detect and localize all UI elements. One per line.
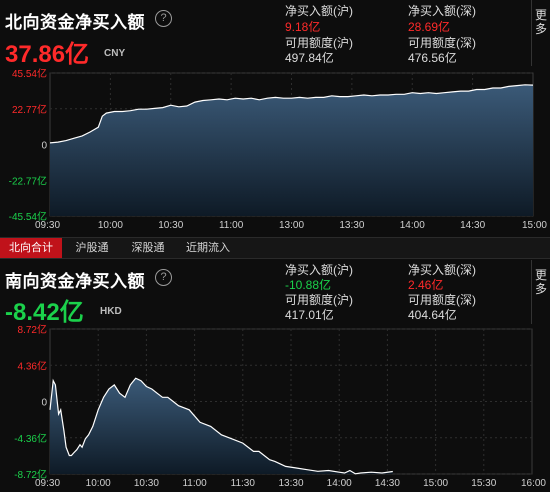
south-sh-quota-label: 可用额度(沪): [285, 293, 353, 307]
north-panel: 北向资金净买入额 ? 37.86亿 CNY 净买入额(沪) 9.18亿 可用额度…: [0, 0, 550, 237]
north-sz-buy-value: 28.69亿: [408, 20, 451, 34]
tab-north-total[interactable]: 北向合计: [0, 238, 62, 258]
x-tick-label: 14:00: [327, 478, 352, 489]
help-icon[interactable]: ?: [155, 10, 172, 27]
south-sz-buy-value: 2.46亿: [408, 278, 444, 292]
series-line: [49, 377, 393, 475]
x-tick-label: 11:00: [182, 478, 207, 489]
north-sh-quota-label: 可用额度(沪): [285, 36, 353, 50]
north-sz-buy-label: 净买入额(深): [408, 4, 476, 18]
south-title: 南向资金净买入额: [5, 272, 145, 291]
south-sh-buy-label: 净买入额(沪): [285, 263, 353, 277]
y-tick-label: -22.77亿: [9, 174, 47, 187]
market-tabs: 北向合计 沪股通 深股通 近期流入: [0, 237, 550, 259]
tab-recent-inflow[interactable]: 近期流入: [186, 242, 230, 254]
x-tick-label: 16:00: [521, 478, 546, 489]
north-sz-quota-value: 476.56亿: [408, 51, 457, 65]
series-area: [50, 378, 393, 474]
x-tick-label: 11:00: [219, 220, 244, 231]
y-tick-label: 4.36亿: [18, 359, 47, 372]
x-tick-label: 14:30: [460, 220, 485, 231]
x-tick-label: 15:00: [423, 478, 448, 489]
south-sz-buy-label: 净买入额(深): [408, 263, 476, 277]
south-panel: 南向资金净买入额 ? -8.42亿 HKD 净买入额(沪) -10.88亿 可用…: [0, 258, 550, 491]
y-tick-label: -45.54亿: [9, 210, 47, 223]
x-tick-label: 14:00: [400, 220, 425, 231]
x-tick-label: 15:00: [522, 220, 547, 231]
x-tick-label: 10:30: [158, 220, 183, 231]
south-sz-quota-value: 404.64亿: [408, 308, 457, 322]
y-tick-label: -8.72亿: [14, 468, 47, 481]
tab-sz-connect[interactable]: 深股通: [131, 242, 165, 254]
south-sh-quota-value: 417.01亿: [285, 308, 334, 322]
tab-sh-connect[interactable]: 沪股通: [75, 242, 109, 254]
series-area: [50, 84, 533, 216]
north-sh-buy-label: 净买入额(沪): [285, 4, 353, 18]
y-tick-label: 8.72亿: [18, 324, 47, 336]
x-tick-label: 10:00: [98, 220, 123, 231]
x-tick-label: 13:00: [279, 220, 304, 231]
north-sz-quota-label: 可用额度(深): [408, 36, 476, 50]
x-tick-label: 14:30: [375, 478, 400, 489]
y-tick-label: 45.54亿: [12, 67, 47, 80]
north-currency: CNY: [104, 48, 126, 59]
south-sh-buy-value: -10.88亿: [285, 278, 332, 292]
north-sh-quota-value: 497.84亿: [285, 51, 334, 65]
y-tick-label: 0: [41, 398, 47, 409]
x-tick-label: 10:30: [134, 478, 159, 489]
y-tick-label: 22.77亿: [12, 103, 47, 116]
south-sz-quota-label: 可用额度(深): [408, 293, 476, 307]
north-sh-buy-value: 9.18亿: [285, 20, 321, 34]
series-line: [49, 84, 534, 144]
south-currency: HKD: [100, 306, 122, 317]
north-net-value: 37.86亿: [5, 41, 90, 68]
north-more-button[interactable]: 更多: [531, 0, 550, 66]
south-more-button[interactable]: 更多: [531, 260, 550, 324]
x-tick-label: 10:00: [86, 478, 111, 489]
south-net-value: -8.42亿: [5, 299, 84, 326]
x-tick-label: 09:30: [35, 220, 60, 231]
x-tick-label: 09:30: [35, 478, 60, 489]
x-tick-label: 15:30: [471, 478, 496, 489]
y-tick-label: 0: [41, 141, 47, 152]
y-tick-label: -4.36亿: [14, 432, 47, 445]
x-tick-label: 11:30: [231, 478, 256, 489]
help-icon[interactable]: ?: [155, 269, 172, 286]
x-tick-label: 13:30: [278, 478, 303, 489]
north-title: 北向资金净买入额: [5, 13, 145, 32]
x-tick-label: 13:30: [339, 220, 364, 231]
